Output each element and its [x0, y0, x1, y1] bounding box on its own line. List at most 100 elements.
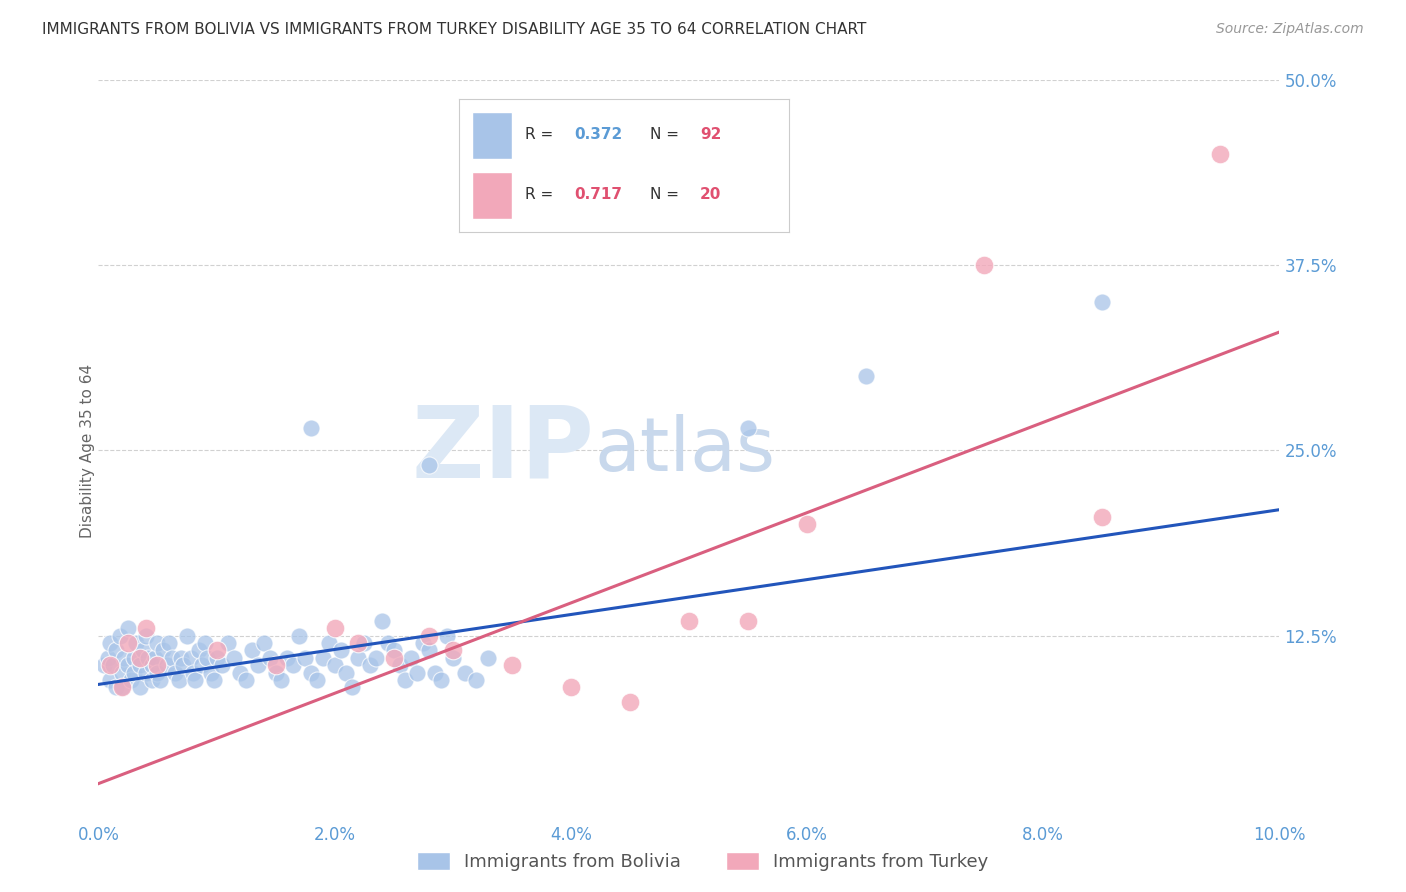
Point: [364, 650, 387, 665]
Point: [305, 673, 328, 687]
Point: [299, 665, 322, 680]
Point: [224, 650, 246, 665]
Point: [200, 665, 222, 680]
Point: [406, 665, 429, 680]
Point: [136, 650, 159, 665]
Point: [796, 517, 818, 532]
Point: [181, 665, 204, 680]
Point: [112, 650, 135, 665]
Point: [167, 673, 190, 687]
Point: [323, 658, 346, 673]
Point: [172, 658, 194, 673]
Point: [194, 636, 217, 650]
Point: [180, 650, 202, 665]
Point: [191, 658, 214, 673]
Point: [1091, 510, 1114, 524]
Text: ZIP: ZIP: [412, 402, 595, 499]
Text: IMMIGRANTS FROM BOLIVIA VS IMMIGRANTS FROM TURKEY DISABILITY AGE 35 TO 64 CORREL: IMMIGRANTS FROM BOLIVIA VS IMMIGRANTS FR…: [42, 22, 866, 37]
Point: [418, 458, 440, 473]
Point: [98, 636, 121, 650]
Point: [359, 658, 381, 673]
Point: [111, 681, 134, 695]
Point: [152, 643, 174, 657]
Point: [394, 673, 416, 687]
Point: [388, 658, 411, 673]
Point: [97, 650, 120, 665]
Point: [619, 695, 641, 709]
Point: [312, 650, 335, 665]
Point: [108, 628, 131, 642]
Point: [973, 259, 995, 273]
Point: [1091, 295, 1114, 310]
Point: [377, 636, 399, 650]
Point: [211, 658, 233, 673]
Point: [135, 628, 157, 642]
Point: [678, 614, 700, 628]
Point: [342, 681, 364, 695]
Point: [146, 636, 169, 650]
Point: [1209, 147, 1232, 161]
Point: [353, 636, 375, 650]
Point: [318, 636, 340, 650]
Point: [323, 621, 346, 635]
Point: [157, 636, 180, 650]
Point: [205, 643, 228, 657]
Text: atlas: atlas: [595, 414, 776, 487]
Point: [122, 665, 145, 680]
Point: [128, 658, 150, 673]
Point: [125, 636, 148, 650]
Point: [128, 681, 150, 695]
Point: [441, 643, 464, 657]
Point: [465, 673, 488, 687]
Point: [205, 650, 228, 665]
Point: [430, 673, 453, 687]
Point: [132, 643, 155, 657]
Point: [253, 636, 276, 650]
Point: [259, 650, 281, 665]
Point: [146, 658, 169, 673]
Point: [184, 673, 207, 687]
Point: [146, 665, 169, 680]
Point: [202, 673, 225, 687]
Point: [217, 636, 239, 650]
Point: [135, 665, 157, 680]
Point: [187, 643, 209, 657]
Point: [436, 628, 458, 642]
Point: [246, 658, 269, 673]
Legend: Immigrants from Bolivia, Immigrants from Turkey: Immigrants from Bolivia, Immigrants from…: [411, 845, 995, 879]
Point: [264, 658, 287, 673]
Point: [101, 658, 124, 673]
Point: [294, 650, 316, 665]
Point: [855, 369, 877, 384]
Point: [737, 421, 759, 435]
Point: [141, 658, 163, 673]
Point: [111, 665, 134, 680]
Point: [240, 643, 263, 657]
Point: [288, 628, 311, 642]
Point: [423, 665, 446, 680]
Point: [264, 665, 287, 680]
Point: [329, 643, 352, 657]
Point: [270, 673, 292, 687]
Point: [441, 650, 464, 665]
Point: [418, 628, 440, 642]
Point: [283, 658, 305, 673]
Point: [170, 650, 193, 665]
Point: [560, 681, 582, 695]
Y-axis label: Disability Age 35 to 64: Disability Age 35 to 64: [80, 363, 94, 538]
Point: [418, 643, 440, 657]
Point: [382, 650, 405, 665]
Point: [122, 650, 145, 665]
Point: [371, 614, 394, 628]
Point: [149, 673, 172, 687]
Point: [141, 673, 163, 687]
Point: [105, 643, 128, 657]
Point: [165, 665, 187, 680]
Point: [135, 621, 157, 635]
Point: [98, 658, 121, 673]
Point: [401, 650, 423, 665]
Point: [160, 650, 183, 665]
Point: [453, 665, 475, 680]
Point: [276, 650, 298, 665]
Point: [477, 650, 499, 665]
